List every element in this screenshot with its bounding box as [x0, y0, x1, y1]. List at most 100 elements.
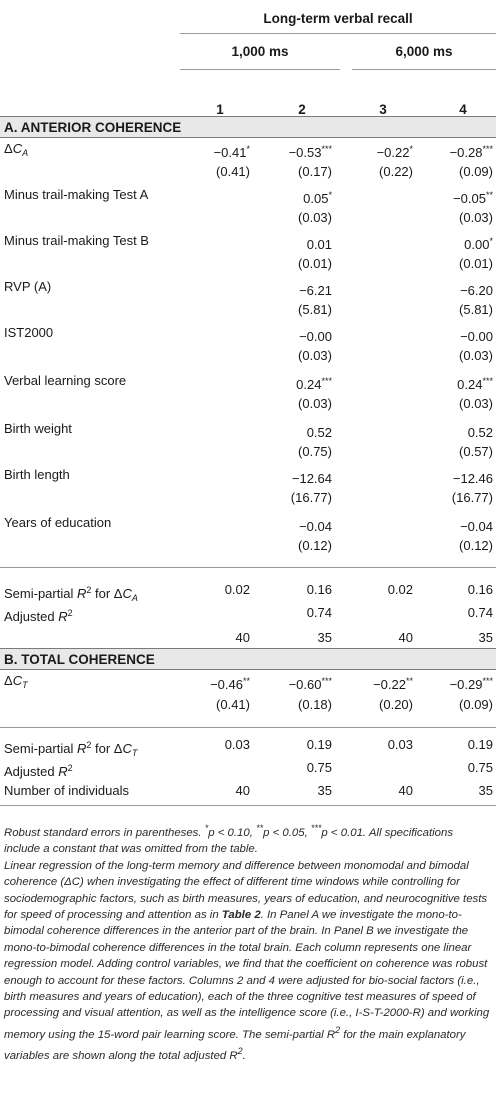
- cell: (0.03): [298, 348, 332, 363]
- table-row-se: (0.01) (0.01): [0, 252, 496, 276]
- cell: (0.03): [459, 210, 493, 225]
- group-1000ms: 1,000 ms: [231, 44, 289, 59]
- row-label: Birth length: [4, 467, 70, 482]
- cell: 0.24***: [457, 376, 493, 392]
- cell: −0.04: [460, 519, 493, 534]
- cell: −12.46: [452, 471, 493, 486]
- cell: 0.75: [467, 760, 493, 775]
- cell: 0.03: [224, 737, 250, 752]
- cell: (5.81): [298, 302, 332, 317]
- cell: (0.41): [216, 164, 250, 179]
- group-6000ms-rule: [352, 69, 496, 70]
- cell: (16.77): [451, 490, 493, 505]
- table-row-se: (0.12) (0.12): [0, 534, 496, 558]
- row-label: RVP (A): [4, 279, 52, 294]
- cell: −0.29***: [449, 676, 493, 692]
- table-row: RVP (A) −6.21 −6.20: [0, 275, 496, 299]
- delta-ca-row: ΔCA −0.41* −0.53*** −0.22* −0.28***: [0, 137, 496, 161]
- cell: −0.41*: [213, 144, 250, 160]
- cell: 0.05*: [303, 190, 332, 206]
- cell: 0.19: [467, 737, 493, 752]
- table-row-se: (0.03) (0.03): [0, 206, 496, 230]
- table-row-se: (0.75) (0.57): [0, 440, 496, 464]
- table-row: Verbal learning score 0.24*** 0.24***: [0, 369, 496, 393]
- cell: (0.09): [459, 164, 493, 179]
- cell: −0.00: [460, 329, 493, 344]
- delta-ca-label: ΔCA: [4, 141, 29, 158]
- row-label: Verbal learning score: [4, 373, 127, 388]
- cell: 0.02: [224, 582, 250, 597]
- n-row-b: Number of individuals 40 35 40 35: [0, 779, 496, 803]
- cell: (0.03): [298, 210, 332, 225]
- table-row-se: (0.03) (0.03): [0, 344, 496, 368]
- cell: (0.03): [459, 396, 493, 411]
- cell: 0.52: [306, 425, 332, 440]
- cell: −6.21: [299, 283, 332, 298]
- row-label: Adjusted R2: [4, 763, 73, 779]
- cell: (0.09): [459, 697, 493, 712]
- cell: 40: [235, 630, 250, 645]
- table-row: Minus trail-making Test A 0.05* −0.05**: [0, 183, 496, 207]
- table-header-title: Long-term verbal recall: [263, 11, 413, 26]
- cell: (0.75): [298, 444, 332, 459]
- footnote-description: Linear regression of the long-term memor…: [4, 859, 490, 1063]
- row-label: Semi-partial R2 for ΔCA: [4, 585, 138, 603]
- table-row-se: (0.03) (0.03): [0, 392, 496, 416]
- table-row-se: (16.77) (16.77): [0, 486, 496, 510]
- table-row: Birth length −12.64 −12.46: [0, 463, 496, 487]
- cell: 0.00*: [464, 236, 493, 252]
- cell: −12.64: [291, 471, 332, 486]
- row-label: Years of education: [4, 515, 112, 530]
- cell: (0.57): [459, 444, 493, 459]
- cell: 35: [478, 630, 493, 645]
- delta-ct-label: ΔCT: [4, 673, 28, 690]
- row-label: Semi-partial R2 for ΔCT: [4, 740, 138, 758]
- delta-ca-se-row: (0.41) (0.17) (0.22) (0.09): [0, 160, 496, 184]
- footnote-significance: Robust standard errors in parentheses. *…: [4, 823, 454, 856]
- cell: −0.28***: [449, 144, 493, 160]
- cell: (0.20): [379, 697, 413, 712]
- cell: 0.74: [306, 605, 332, 620]
- cell: (0.12): [459, 538, 493, 553]
- cell: (5.81): [459, 302, 493, 317]
- cell: (0.41): [216, 697, 250, 712]
- cell: −0.22**: [373, 676, 413, 692]
- row-label: Number of individuals: [4, 783, 130, 798]
- adjusted-r2-row-a: Adjusted R2 0.74 0.74: [0, 601, 496, 625]
- cell: (0.01): [298, 256, 332, 271]
- cell: 35: [317, 630, 332, 645]
- cell: 40: [235, 783, 250, 798]
- cell: 0.16: [467, 582, 493, 597]
- cell: −0.53***: [288, 144, 332, 160]
- cell: 0.16: [306, 582, 332, 597]
- cell: 0.52: [467, 425, 493, 440]
- table-row: Birth weight 0.52 0.52: [0, 417, 496, 441]
- cell: (0.22): [379, 164, 413, 179]
- cell: 0.02: [387, 582, 413, 597]
- table-row-se: (5.81) (5.81): [0, 298, 496, 322]
- cell: 0.75: [306, 760, 332, 775]
- cell: −0.00: [299, 329, 332, 344]
- section-b-stats-rule: [0, 727, 496, 728]
- cell: −0.60***: [288, 676, 332, 692]
- cell: 35: [478, 783, 493, 798]
- table-row: IST2000 −0.00 −0.00: [0, 321, 496, 345]
- section-a-stats-rule: [0, 567, 496, 568]
- row-label: Minus trail-making Test B: [4, 233, 149, 248]
- row-label: Birth weight: [4, 421, 72, 436]
- cell: 35: [317, 783, 332, 798]
- cell: 0.01: [306, 237, 332, 252]
- cell: 0.24***: [296, 376, 332, 392]
- cell: (0.01): [459, 256, 493, 271]
- table-row: Years of education −0.04 −0.04: [0, 511, 496, 535]
- row-label: Adjusted R2: [4, 608, 73, 624]
- cell: 0.74: [467, 605, 493, 620]
- cell: −6.20: [460, 283, 493, 298]
- cell: (0.12): [298, 538, 332, 553]
- semi-partial-r2-row-a: Semi-partial R2 for ΔCA 0.02 0.16 0.02 0…: [0, 578, 496, 603]
- cell: (0.17): [298, 164, 332, 179]
- cell: −0.46**: [210, 676, 250, 692]
- cell: 0.19: [306, 737, 332, 752]
- cell: 0.03: [387, 737, 413, 752]
- column-3-header: 3: [379, 102, 387, 117]
